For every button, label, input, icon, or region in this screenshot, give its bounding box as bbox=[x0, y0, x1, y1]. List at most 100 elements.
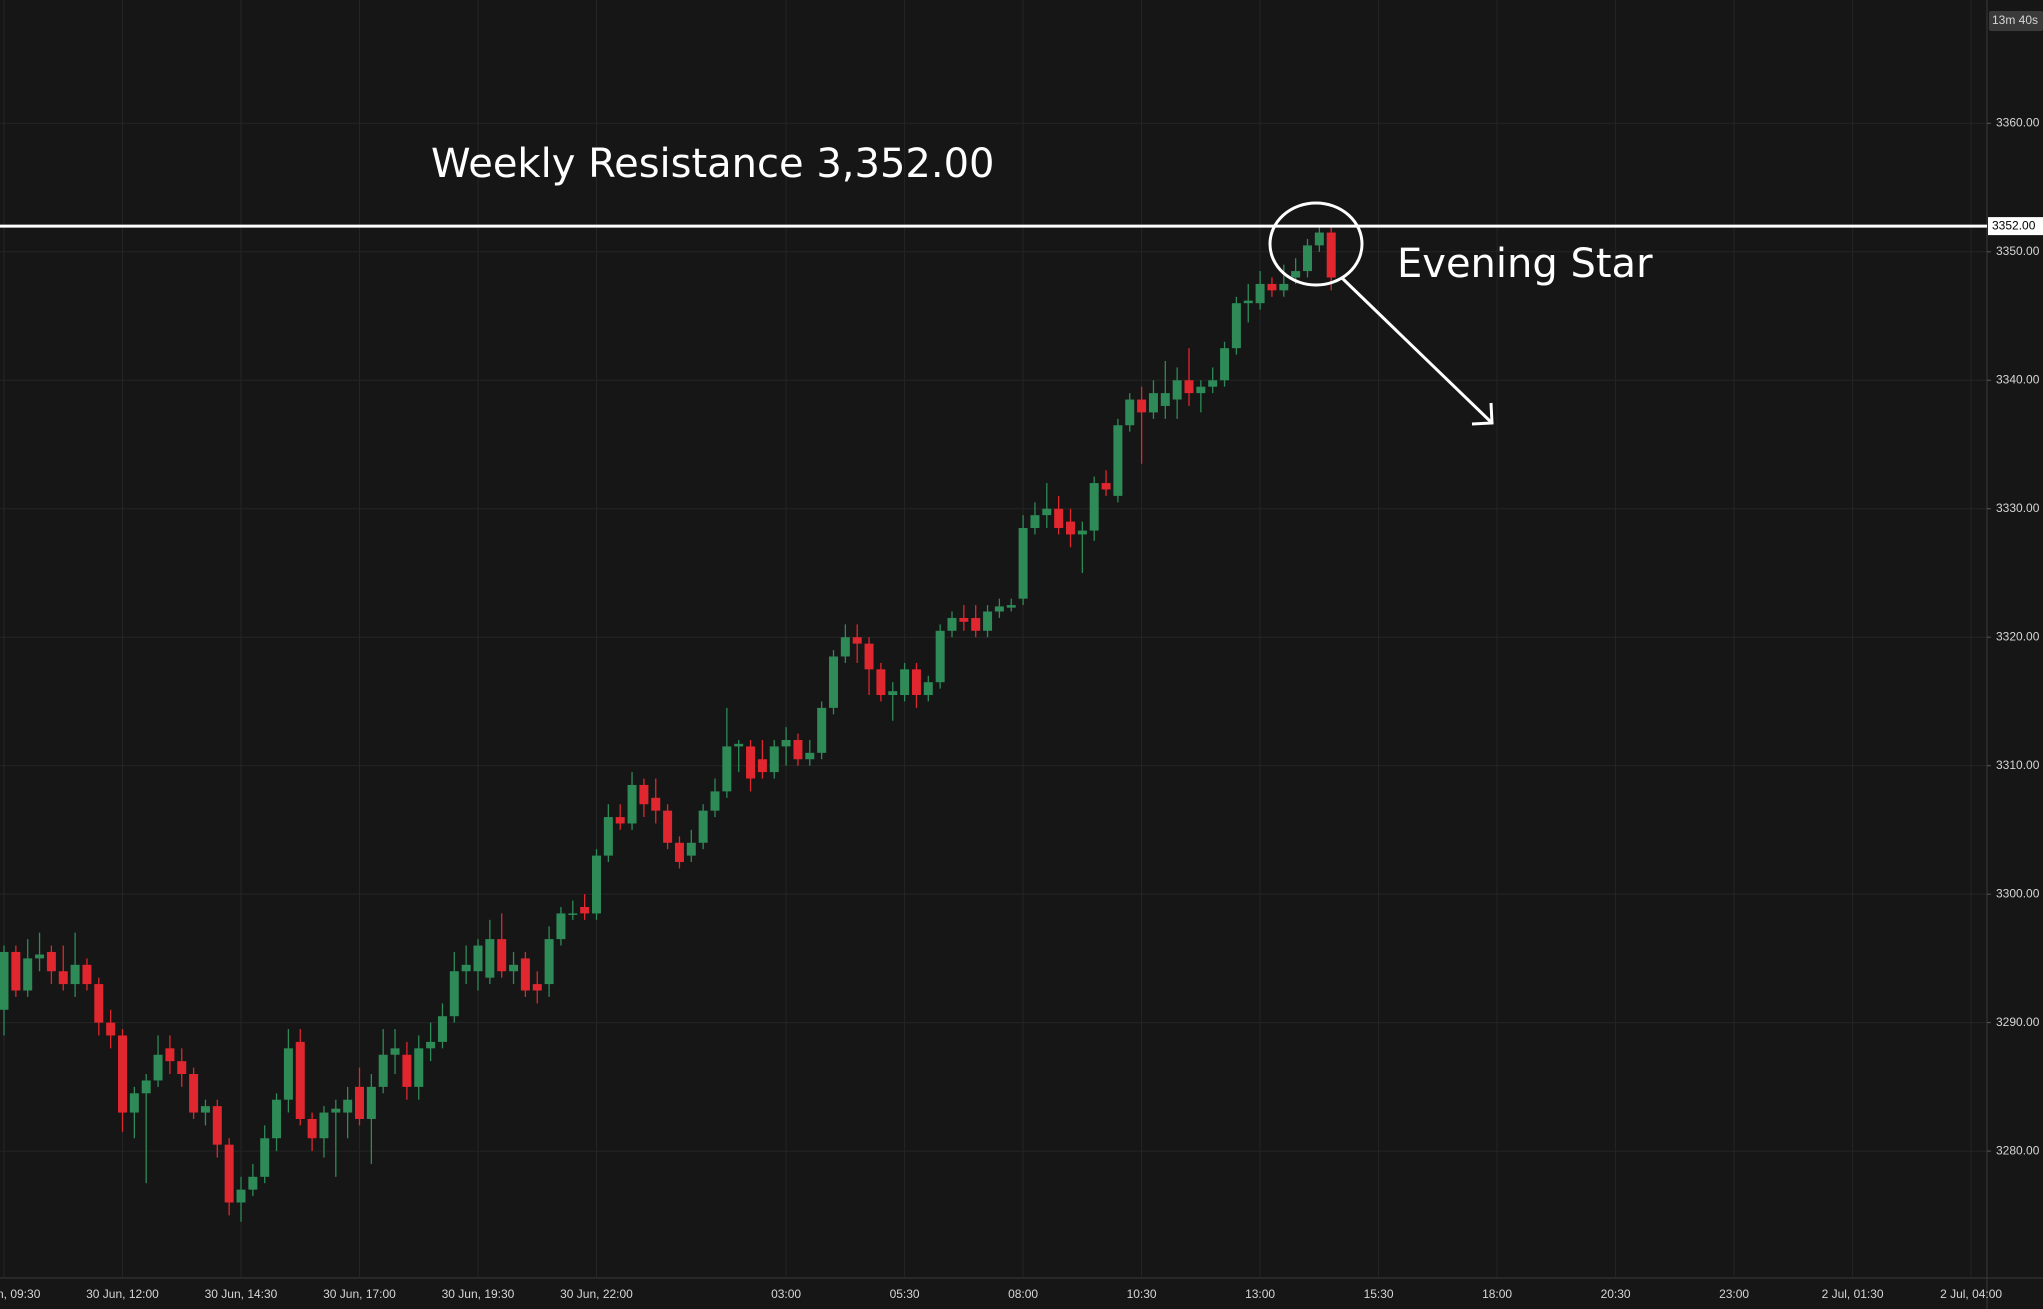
y-tick-label: 3340.00 bbox=[1996, 372, 2040, 386]
candle-body bbox=[1018, 528, 1028, 599]
candle-body bbox=[734, 743, 744, 747]
candle-body bbox=[627, 784, 637, 824]
x-tick-label: 2 Jul, 04:00 bbox=[1940, 1287, 2002, 1301]
candle-body bbox=[971, 617, 981, 631]
candle-body bbox=[1089, 483, 1099, 531]
candle-body bbox=[414, 1048, 424, 1087]
candle-body bbox=[829, 656, 838, 708]
candle-body bbox=[746, 746, 756, 779]
candle-body bbox=[473, 945, 483, 972]
candle-body bbox=[177, 1061, 187, 1075]
candle-body bbox=[769, 746, 779, 773]
arrow-head bbox=[1471, 402, 1494, 426]
candle-body bbox=[1113, 425, 1123, 496]
resistance-annotation: Weekly Resistance 3,352.00 bbox=[431, 141, 994, 187]
candle-body bbox=[983, 611, 993, 631]
x-tick-label: 30 Jun, 14:30 bbox=[205, 1287, 278, 1301]
candle-body bbox=[805, 752, 815, 760]
candle-body bbox=[603, 817, 613, 856]
pattern-annotation: Evening Star bbox=[1397, 241, 1653, 287]
candle-body bbox=[520, 958, 530, 991]
candle-body bbox=[864, 643, 874, 670]
candle-body bbox=[532, 984, 542, 991]
candle-body bbox=[437, 1016, 447, 1042]
resistance-label: 3352.00 bbox=[1992, 218, 2036, 232]
countdown-box bbox=[1989, 11, 2043, 31]
x-tick-label: 18:00 bbox=[1482, 1287, 1512, 1301]
resistance-label-box bbox=[1988, 217, 2043, 236]
x-tick-label: 20:30 bbox=[1601, 1287, 1631, 1301]
candle-body bbox=[1148, 393, 1158, 413]
y-tick-label: 3290.00 bbox=[1996, 1015, 2040, 1029]
overlay: Weekly Resistance 3,352.00 Evening Star bbox=[0, 141, 1987, 426]
candle-body bbox=[200, 1106, 210, 1113]
y-tick-label: 3360.00 bbox=[1996, 116, 2040, 130]
countdown: 13m 40s bbox=[1992, 13, 2038, 27]
candle-body bbox=[343, 1099, 353, 1113]
grid bbox=[0, 0, 1987, 1277]
y-tick-label: 3350.00 bbox=[1996, 244, 2040, 258]
candle-body bbox=[497, 939, 507, 972]
candle-body bbox=[319, 1112, 329, 1139]
candle-body bbox=[11, 951, 21, 991]
candle-body bbox=[1125, 399, 1135, 426]
pattern-circle bbox=[1268, 201, 1364, 287]
candle-body bbox=[1160, 393, 1170, 406]
x-tick-label: 15:30 bbox=[1364, 1287, 1394, 1301]
candle-body bbox=[366, 1086, 376, 1119]
candle-body bbox=[1291, 271, 1301, 278]
candle-body bbox=[1066, 521, 1075, 535]
candle-body bbox=[106, 1022, 116, 1036]
candle-body bbox=[82, 964, 92, 985]
candle-body bbox=[1054, 508, 1064, 529]
y-tick-label: 3280.00 bbox=[1996, 1143, 2040, 1157]
candle-body bbox=[1196, 386, 1206, 394]
candle-body bbox=[1006, 605, 1016, 608]
candle-body bbox=[1101, 483, 1111, 490]
candle-body bbox=[817, 707, 827, 753]
candle-body bbox=[189, 1074, 199, 1113]
candle-body bbox=[153, 1054, 163, 1081]
candle-body bbox=[923, 682, 933, 696]
candle-body bbox=[402, 1054, 412, 1087]
candle-body bbox=[580, 907, 590, 914]
y-tick-label: 3330.00 bbox=[1996, 501, 2040, 515]
candle-body bbox=[485, 939, 495, 978]
candle-body bbox=[698, 810, 708, 843]
candle-body bbox=[1326, 232, 1336, 278]
candle-body bbox=[248, 1176, 258, 1190]
candle-body bbox=[70, 964, 80, 985]
candle-body bbox=[390, 1048, 400, 1055]
candle-body bbox=[900, 669, 910, 696]
candle-body bbox=[426, 1041, 436, 1049]
candle-body bbox=[1255, 283, 1265, 304]
x-tick-label: 30 Jun, 12:00 bbox=[86, 1287, 159, 1301]
candle-body bbox=[651, 797, 661, 811]
candle-body bbox=[272, 1099, 282, 1139]
candle-body bbox=[544, 939, 554, 985]
candle-body bbox=[129, 1093, 139, 1113]
candle-body bbox=[1267, 283, 1277, 291]
candle-body bbox=[639, 784, 649, 805]
candle-body bbox=[449, 971, 459, 1017]
x-tick-label: 30 Jun, 09:30 bbox=[0, 1287, 41, 1301]
y-tick-label: 3320.00 bbox=[1996, 629, 2040, 643]
candle-body bbox=[1243, 300, 1253, 304]
candle-body bbox=[141, 1080, 151, 1094]
candle-body bbox=[1184, 380, 1194, 394]
x-tick-label: 30 Jun, 19:30 bbox=[442, 1287, 515, 1301]
candle-body bbox=[118, 1035, 127, 1113]
candle-body bbox=[1077, 530, 1087, 535]
candle-body bbox=[911, 669, 921, 696]
candle-body bbox=[615, 817, 625, 824]
candle-body bbox=[1220, 348, 1230, 381]
candle-body bbox=[663, 810, 673, 843]
candle-body bbox=[840, 637, 850, 657]
candles bbox=[0, 226, 1336, 1222]
candle-body bbox=[509, 964, 519, 972]
candle-body bbox=[674, 842, 684, 863]
x-tick-label: 2 Jul, 01:30 bbox=[1822, 1287, 1884, 1301]
